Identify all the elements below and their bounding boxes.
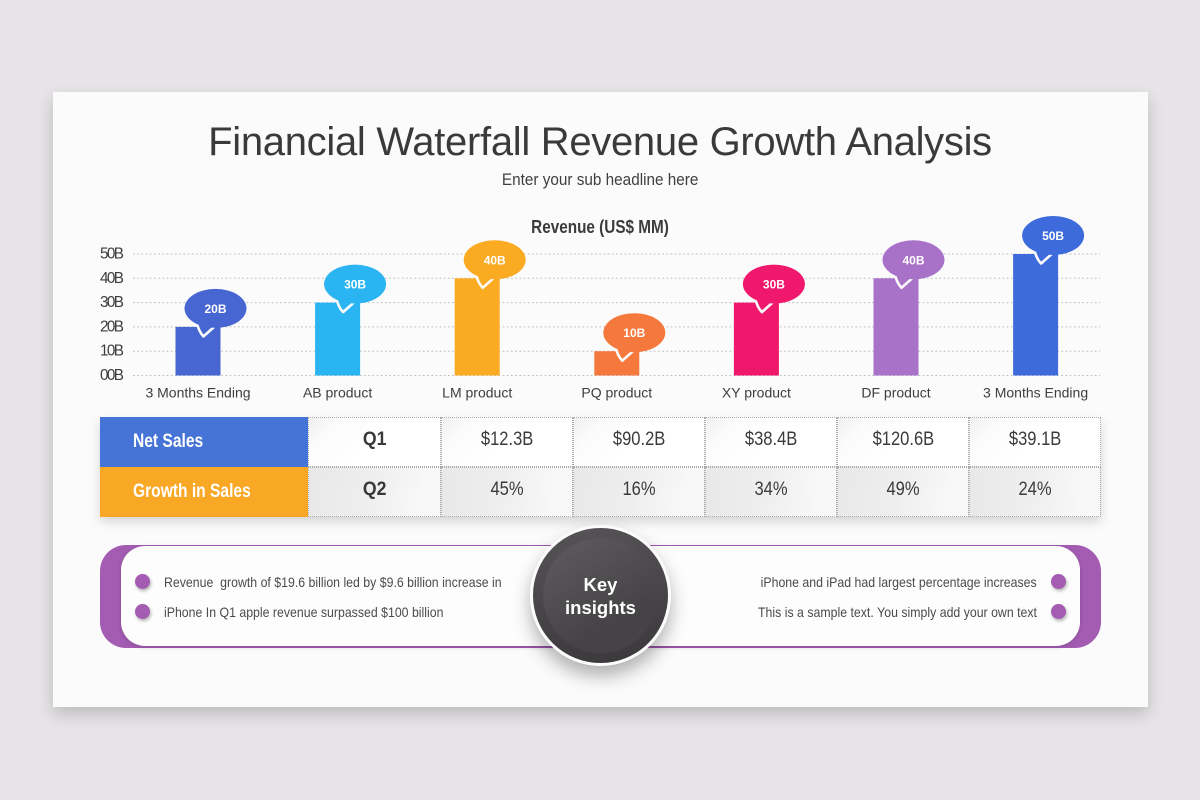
svg-text:20B: 20B — [204, 302, 226, 316]
svg-text:30B: 30B — [344, 278, 366, 292]
svg-text:50B: 50B — [1042, 229, 1064, 243]
svg-text:DF product: DF product — [861, 385, 930, 401]
svg-text:00B: 00B — [100, 367, 124, 384]
svg-text:3 Months Ending: 3 Months Ending — [983, 385, 1088, 401]
svg-text:LM product: LM product — [442, 385, 512, 401]
svg-text:10B: 10B — [623, 326, 645, 340]
svg-text:XY product: XY product — [722, 385, 791, 401]
svg-text:3 Months Ending: 3 Months Ending — [145, 385, 250, 401]
svg-text:30B: 30B — [763, 278, 785, 292]
svg-text:20B: 20B — [100, 318, 124, 335]
svg-text:30B: 30B — [100, 294, 124, 311]
svg-text:50B: 50B — [100, 246, 124, 263]
svg-text:40B: 40B — [902, 253, 924, 267]
svg-text:10B: 10B — [100, 343, 124, 360]
svg-text:AB product: AB product — [303, 385, 372, 401]
svg-text:40B: 40B — [484, 253, 506, 267]
svg-text:PQ product: PQ product — [581, 385, 652, 401]
svg-text:40B: 40B — [100, 270, 124, 287]
